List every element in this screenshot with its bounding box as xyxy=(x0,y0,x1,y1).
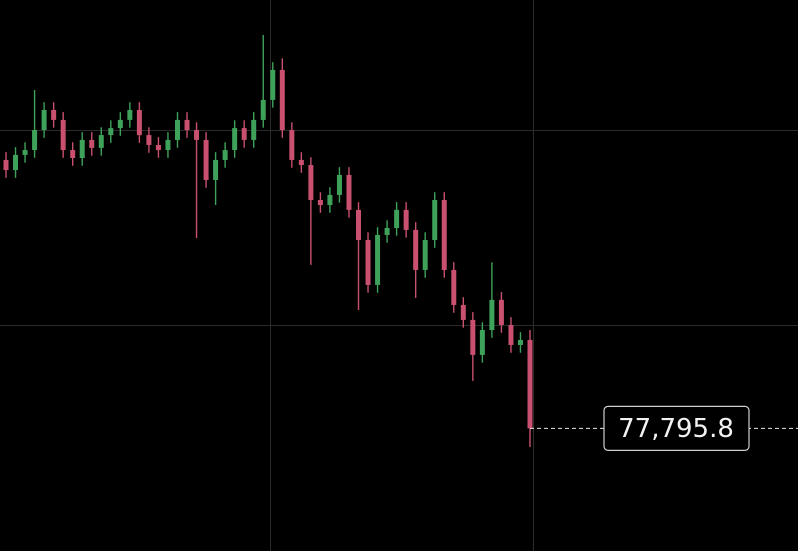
candle-body xyxy=(213,159,219,180)
candle-body xyxy=(356,209,362,241)
candle-body xyxy=(422,240,428,270)
candle-body xyxy=(279,69,285,131)
candle-body xyxy=(32,130,38,151)
candle-body xyxy=(22,150,28,155)
candle-body xyxy=(489,299,495,331)
candle-body xyxy=(432,199,438,241)
candle-body xyxy=(460,304,466,320)
candle-body xyxy=(165,139,171,151)
candle-body xyxy=(441,199,447,270)
candle-body xyxy=(232,128,238,151)
candle-body xyxy=(241,128,247,140)
candle-body xyxy=(203,139,209,180)
candle-body xyxy=(89,139,95,148)
candle-body xyxy=(136,110,142,136)
candle-body xyxy=(298,159,304,166)
candle-body xyxy=(517,339,523,345)
candle-body xyxy=(527,339,533,429)
candle-body xyxy=(260,99,266,120)
candle-body xyxy=(470,319,476,355)
candle-body xyxy=(451,269,457,305)
candle-body xyxy=(13,154,19,171)
price-label-box xyxy=(603,405,750,452)
candle-body xyxy=(375,234,381,285)
candle-body xyxy=(336,174,342,195)
candle-body xyxy=(384,227,390,235)
candle-body xyxy=(251,119,257,140)
candle-body xyxy=(117,119,123,129)
candle-body xyxy=(98,135,104,148)
price-marker: 77,795.8 xyxy=(530,405,798,452)
candle-body xyxy=(108,128,114,136)
candle-body xyxy=(289,130,295,160)
candle-body xyxy=(394,209,400,228)
candle-body xyxy=(184,119,190,131)
price-label: 77,795.8 xyxy=(618,414,734,444)
candle-body xyxy=(403,209,409,230)
candle-body xyxy=(508,324,514,345)
candle-body xyxy=(174,119,180,140)
candle-body xyxy=(155,144,161,151)
candle-body xyxy=(222,150,228,160)
candle-body xyxy=(270,69,276,100)
candle-body xyxy=(413,229,419,270)
candles xyxy=(3,34,533,448)
candle-body xyxy=(51,110,57,120)
candle-body xyxy=(308,165,314,200)
candle-body xyxy=(60,119,66,151)
candle-body xyxy=(327,194,333,206)
candle-body xyxy=(127,110,133,120)
candle-body xyxy=(346,174,352,210)
candle-body xyxy=(498,299,504,325)
candle-body xyxy=(365,240,371,285)
candle-body xyxy=(194,130,200,140)
candle-body xyxy=(479,330,485,355)
candle-body xyxy=(79,139,85,159)
candle-body xyxy=(317,199,323,206)
candle-body xyxy=(41,110,47,131)
candle-body xyxy=(146,135,152,145)
candle-body xyxy=(70,150,76,159)
candle-body xyxy=(3,159,9,171)
